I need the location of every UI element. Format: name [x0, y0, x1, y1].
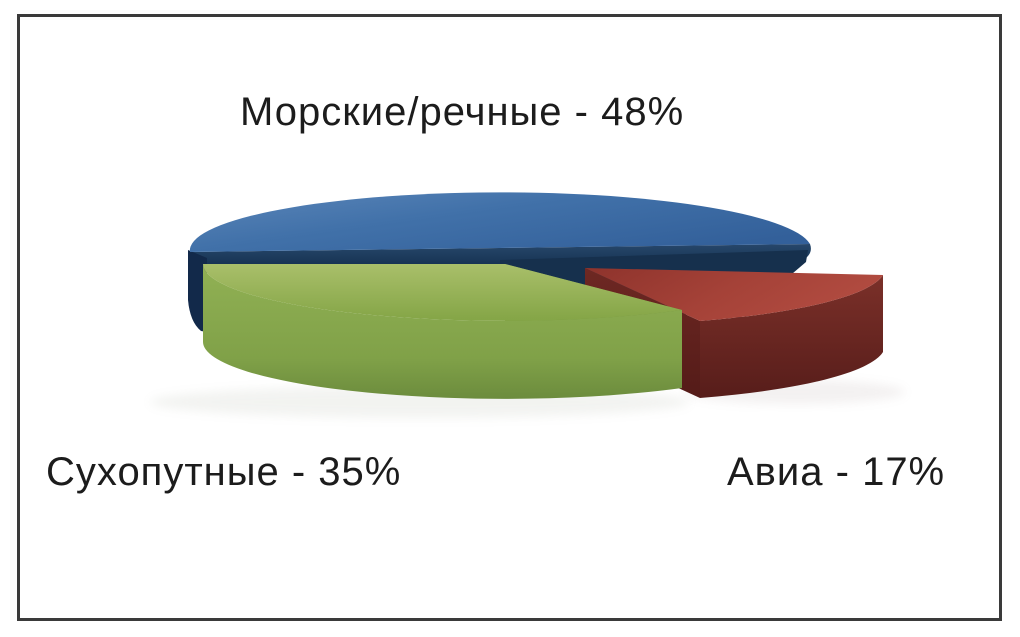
pie-slice-avia-side	[700, 275, 883, 398]
pie-slice-ground-top	[203, 264, 682, 321]
pie-label-avia: Авиа - 17%	[727, 450, 946, 494]
pie-label-marine: Морские/речные - 48%	[240, 90, 685, 134]
pie-slice-avia-top	[585, 268, 883, 321]
pie-slice-marine-top	[189, 192, 810, 252]
pie-slice-ground-side	[203, 264, 682, 399]
pie-slice-marine-left-rim	[188, 250, 207, 332]
pie-label-ground: Сухопутные - 35%	[46, 450, 402, 494]
